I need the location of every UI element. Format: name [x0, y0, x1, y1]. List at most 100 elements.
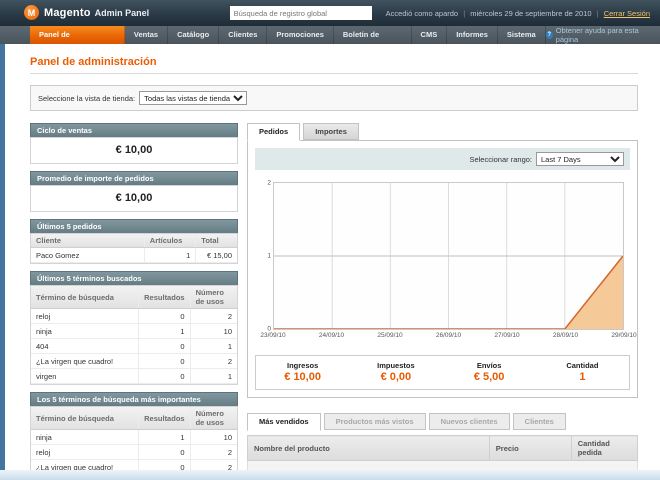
top-search-terms-card: Los 5 términos de búsqueda más important…	[30, 392, 238, 470]
dashboard-left-column: Ciclo de ventas € 10,00 Promedio de impo…	[30, 123, 238, 470]
help-icon: ?	[545, 31, 553, 39]
card-title: Los 5 términos de búsqueda más important…	[30, 392, 238, 406]
column-header: Resultados	[138, 286, 191, 309]
x-tick-label: 27/09/10	[494, 332, 520, 339]
title-divider	[30, 73, 638, 74]
x-tick-label: 23/09/10	[260, 332, 286, 339]
last-search-terms-card: Últimos 5 términos buscados Término de b…	[30, 271, 238, 385]
nav-item-reports[interactable]: Informes	[447, 26, 498, 44]
column-header: Cantidad pedida	[570, 435, 639, 461]
column-header: Total	[195, 234, 237, 248]
column-header: Precio	[488, 435, 572, 461]
dashboard-right-column: Pedidos Importes Seleccionar rango: Last…	[247, 123, 639, 470]
tab-orders[interactable]: Pedidos	[247, 123, 301, 141]
x-tick-label: 26/09/10	[435, 332, 462, 339]
main-nav: Panel de administración Ventas Catálogo …	[0, 26, 660, 57]
table-row[interactable]: ¿La virgen que cuadro! 0 2	[31, 459, 237, 470]
nav-item-sales[interactable]: Ventas	[125, 26, 169, 44]
nav-item-newsletter[interactable]: Boletín de noticias	[334, 26, 412, 57]
column-header: Resultados	[138, 407, 191, 430]
x-tick-label: 25/09/10	[377, 332, 403, 339]
current-date: miércoles 29 de septiembre de 2010	[470, 8, 592, 18]
last-search-terms-table: Término de búsqueda Resultados Número de…	[31, 286, 237, 384]
page-title: Panel de administración	[30, 56, 157, 68]
page-help-link[interactable]: ? Obtener ayuda para esta página	[545, 26, 639, 44]
totals-bar: Ingresos € 10,00 Impuestos € 0,00 Envíos…	[255, 355, 630, 390]
range-select[interactable]: Last 7 Days	[536, 152, 624, 166]
page-footer-strip	[0, 470, 660, 480]
column-header: Término de búsqueda	[31, 286, 139, 309]
card-title: Últimos 5 términos buscados	[30, 271, 238, 285]
bestsellers-grid: Nombre del producto Precio Cantidad pedi…	[247, 435, 639, 470]
global-search-input[interactable]	[229, 6, 372, 20]
session-info: Accedió como apardo | miércoles 29 de se…	[385, 8, 650, 18]
last-orders-card: Últimos 5 pedidos Cliente Artículos Tota…	[30, 219, 238, 264]
average-orders-value: € 10,00	[115, 192, 153, 204]
average-orders-card: Promedio de importe de pedidos € 10,00	[30, 171, 238, 212]
x-tick-label: 24/09/10	[318, 332, 345, 339]
nav-item-catalog[interactable]: Catálogo	[168, 26, 220, 44]
column-header: Número de usos	[189, 407, 237, 430]
table-row[interactable]: virgen 0 1	[31, 368, 237, 384]
column-header: Número de usos	[189, 286, 237, 309]
tab-bestsellers[interactable]: Más vendidos	[247, 413, 321, 431]
brand-suffix: Admin Panel	[94, 8, 150, 18]
chart-x-labels: 23/09/10 24/09/10 25/09/10 26/09/10 27/09/10…	[260, 332, 636, 342]
diagram-tabs: Pedidos Importes	[247, 123, 638, 141]
nav-item-dashboard[interactable]: Panel de administración	[30, 26, 125, 57]
stat-shipping: Envíos € 5,00	[473, 361, 505, 383]
store-view-label: Seleccione la vista de tienda:	[38, 93, 136, 103]
nav-item-system[interactable]: Sistema	[498, 26, 546, 44]
column-header: Cliente	[31, 234, 145, 248]
last-orders-table: Cliente Artículos Total Paco Gomez 1 € 1…	[31, 234, 237, 263]
top-search-terms-table: Término de búsqueda Resultados Número de…	[31, 407, 237, 470]
stat-tax: Impuestos € 0,00	[377, 361, 415, 383]
logout-link[interactable]: Cerrar Sesión	[603, 8, 650, 18]
store-view-select[interactable]: Todas las vistas de tienda	[139, 91, 248, 105]
x-tick-label: 28/09/10	[552, 332, 579, 339]
orders-chart: 0 1 2 23/09/10 24/09/10 25/09/10 26/09/10 27/0…	[260, 180, 636, 342]
tab-most-viewed[interactable]: Productos más vistos	[323, 413, 426, 430]
table-row[interactable]: ¿La virgen que cuadro! 0 2	[31, 353, 237, 369]
column-header: Nombre del producto	[247, 435, 490, 461]
y-tick-label: 1	[267, 252, 271, 260]
brand-name: Magento	[44, 7, 91, 19]
stat-revenue: Ingresos € 10,00	[284, 361, 321, 383]
card-title: Promedio de importe de pedidos	[30, 171, 238, 185]
card-title: Últimos 5 pedidos	[30, 219, 238, 233]
stat-quantity: Cantidad 1	[566, 361, 599, 383]
y-tick-label: 2	[267, 179, 271, 187]
table-row[interactable]: ninja 1 10	[31, 429, 237, 445]
nav-item-cms[interactable]: CMS	[412, 26, 448, 44]
x-tick-label: 29/09/10	[611, 332, 637, 339]
column-header: Artículos	[143, 234, 196, 248]
header-bar: M Magento Admin Panel Accedió como apard…	[0, 0, 660, 26]
grid-tabs: Más vendidos Productos más vistos Nuevos…	[247, 413, 638, 431]
tab-new-customers[interactable]: Nuevos clientes	[428, 413, 510, 430]
table-row[interactable]: ninja 1 10	[31, 323, 237, 339]
range-bar: Seleccionar rango: Last 7 Days	[255, 148, 630, 170]
y-tick-label: 0	[267, 325, 271, 333]
table-row[interactable]: Paco Gomez 1 € 15,00	[31, 247, 237, 263]
card-title: Ciclo de ventas	[30, 123, 238, 137]
content-area: Panel de administración Seleccione la vi…	[0, 44, 660, 470]
table-row[interactable]: reloj 0 2	[31, 308, 237, 324]
table-row[interactable]: 404 0 1	[31, 338, 237, 354]
nav-item-customers[interactable]: Clientes	[219, 26, 268, 44]
orders-panel: Seleccionar rango: Last 7 Days 0 1 2 23/09…	[247, 140, 638, 398]
empty-row: No se encontraron registros.	[247, 460, 638, 470]
store-view-switcher: Seleccione la vista de tienda: Todas las…	[30, 85, 638, 111]
orders-chart-canvas	[274, 183, 623, 329]
lifetime-sales-card: Ciclo de ventas € 10,00	[30, 123, 238, 164]
chart-plot-area: 0 1 2	[267, 180, 624, 333]
lifetime-sales-value: € 10,00	[115, 144, 153, 156]
column-header: Término de búsqueda	[31, 407, 139, 430]
tab-customers[interactable]: Clientes	[512, 413, 566, 430]
nav-item-promotions[interactable]: Promociones	[267, 26, 334, 44]
logged-in-as: Accedió como apardo	[385, 8, 459, 18]
tab-amounts[interactable]: Importes	[303, 123, 359, 140]
magento-logo-icon: M	[24, 5, 39, 20]
table-row[interactable]: reloj 0 2	[31, 444, 237, 460]
range-label: Seleccionar rango:	[469, 154, 532, 164]
empty-message: No se encontraron registros.	[247, 460, 638, 470]
